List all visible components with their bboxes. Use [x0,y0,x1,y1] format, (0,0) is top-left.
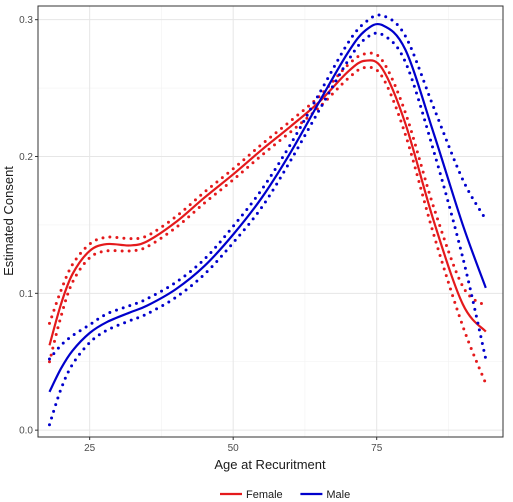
female-series-lower-bound [47,65,488,386]
y-tick-label: 0.3 [19,15,33,26]
ticks: 0.0 0.1 0.2 0.3 25 50 75 [19,15,383,454]
male-series-lower-bound [47,31,488,427]
y-tick-label: 0.1 [19,289,33,300]
y-tick-label: 0.2 [19,152,33,163]
legend: Female Male [220,489,350,501]
male-legend-label: Male [326,489,350,501]
female-series-upper-bound [47,51,488,325]
x-tick-label: 75 [371,443,383,454]
x-tick-label: 25 [84,443,96,454]
y-tick-label: 0.0 [19,426,33,437]
series-layer [47,13,488,427]
x-axis-title: Age at Recuritment [214,457,326,472]
grid [38,6,503,437]
female-series-line [48,59,487,346]
male-series-upper-bound [47,13,488,361]
y-axis-title: Estimated Consent [1,166,16,276]
female-legend-label: Female [246,489,283,501]
male-series-line [48,22,487,393]
x-tick-label: 50 [228,443,240,454]
plot-border [37,5,504,438]
